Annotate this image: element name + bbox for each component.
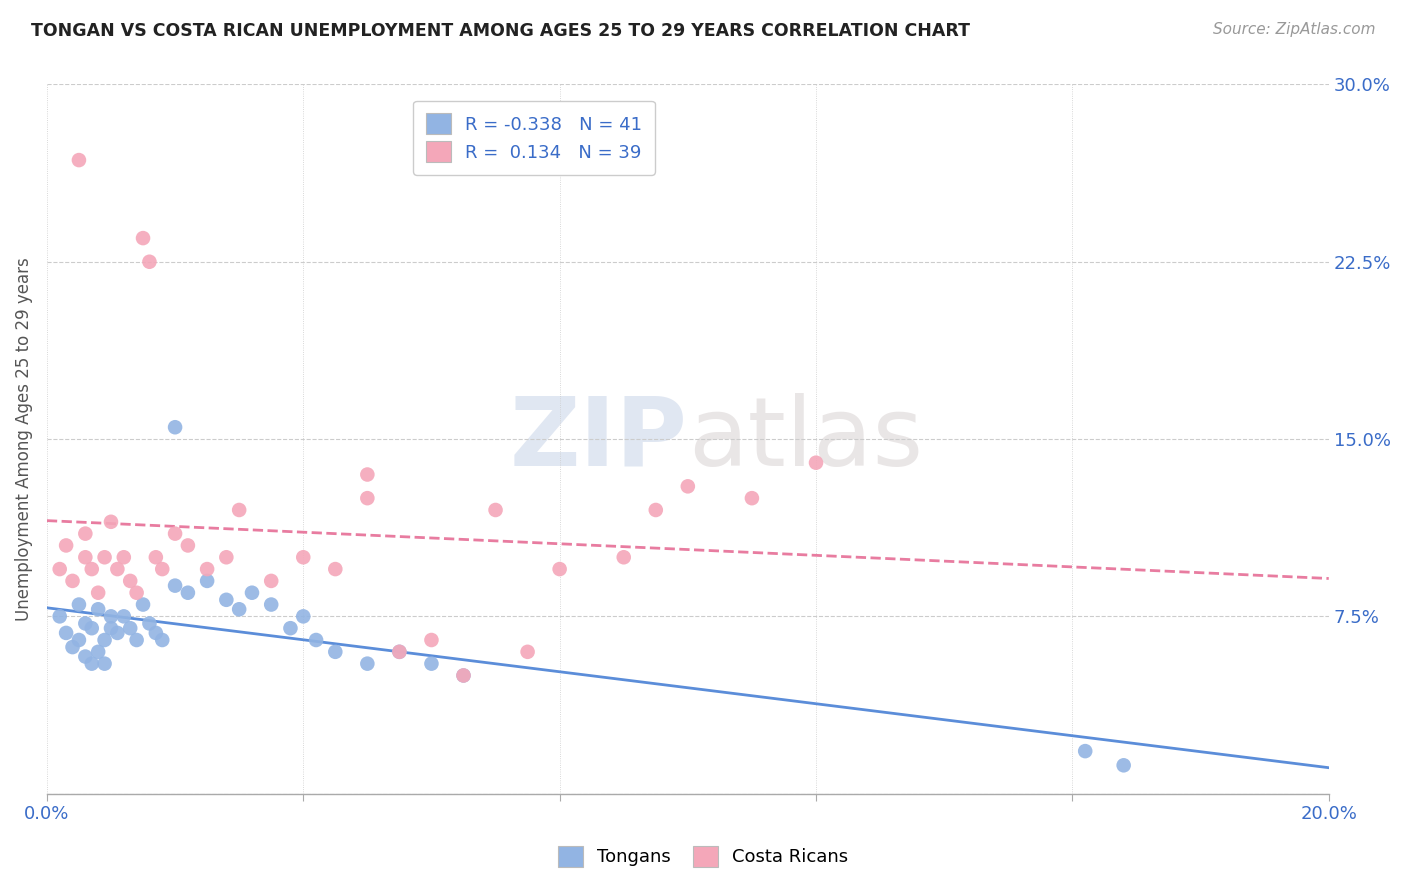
Point	[356, 491, 378, 505]
Point	[87, 645, 110, 659]
Point	[150, 562, 173, 576]
Point	[93, 657, 115, 671]
Point	[100, 621, 122, 635]
Point	[62, 640, 84, 654]
Point	[120, 621, 142, 635]
Point	[228, 503, 250, 517]
Point	[260, 598, 283, 612]
Point	[80, 657, 103, 671]
Point	[48, 609, 70, 624]
Point	[613, 550, 636, 565]
Point	[195, 574, 218, 588]
Y-axis label: Unemployment Among Ages 25 to 29 years: Unemployment Among Ages 25 to 29 years	[15, 257, 32, 621]
Point	[292, 609, 315, 624]
Point	[484, 503, 506, 517]
Point	[240, 585, 263, 599]
Point	[75, 649, 97, 664]
Point	[644, 503, 666, 517]
Point	[548, 562, 571, 576]
Point	[105, 626, 128, 640]
Point	[741, 491, 763, 505]
Point	[112, 609, 135, 624]
Point	[215, 550, 238, 565]
Point	[388, 645, 411, 659]
Point	[80, 621, 103, 635]
Text: Source: ZipAtlas.com: Source: ZipAtlas.com	[1212, 22, 1375, 37]
Point	[62, 574, 84, 588]
Point	[75, 550, 97, 565]
Point	[138, 616, 160, 631]
Point	[87, 585, 110, 599]
Point	[177, 538, 200, 552]
Point	[228, 602, 250, 616]
Point	[388, 645, 411, 659]
Text: TONGAN VS COSTA RICAN UNEMPLOYMENT AMONG AGES 25 TO 29 YEARS CORRELATION CHART: TONGAN VS COSTA RICAN UNEMPLOYMENT AMONG…	[31, 22, 970, 40]
Point	[55, 538, 77, 552]
Point	[804, 456, 827, 470]
Point	[138, 254, 160, 268]
Point	[93, 632, 115, 647]
Point	[195, 562, 218, 576]
Point	[150, 632, 173, 647]
Point	[165, 579, 187, 593]
Point	[453, 668, 475, 682]
Point	[292, 550, 315, 565]
Point	[165, 420, 187, 434]
Point	[305, 632, 328, 647]
Point	[80, 562, 103, 576]
Point	[516, 645, 538, 659]
Point	[323, 645, 346, 659]
Point	[145, 550, 167, 565]
Point	[75, 526, 97, 541]
Point	[676, 479, 699, 493]
Point	[132, 598, 155, 612]
Point	[453, 668, 475, 682]
Point	[177, 585, 200, 599]
Point	[125, 632, 148, 647]
Point	[75, 616, 97, 631]
Legend: Tongans, Costa Ricans: Tongans, Costa Ricans	[550, 838, 856, 874]
Point	[93, 550, 115, 565]
Point	[1074, 744, 1097, 758]
Point	[356, 657, 378, 671]
Point	[100, 515, 122, 529]
Point	[55, 626, 77, 640]
Point	[215, 592, 238, 607]
Point	[323, 562, 346, 576]
Point	[280, 621, 302, 635]
Point	[132, 231, 155, 245]
Point	[1112, 758, 1135, 772]
Point	[356, 467, 378, 482]
Text: ZIP: ZIP	[510, 392, 688, 485]
Point	[165, 526, 187, 541]
Point	[145, 626, 167, 640]
Text: atlas: atlas	[688, 392, 922, 485]
Legend: R = -0.338   N = 41, R =  0.134   N = 39: R = -0.338 N = 41, R = 0.134 N = 39	[413, 101, 655, 175]
Point	[260, 574, 283, 588]
Point	[67, 632, 90, 647]
Point	[120, 574, 142, 588]
Point	[420, 657, 443, 671]
Point	[67, 598, 90, 612]
Point	[67, 153, 90, 167]
Point	[112, 550, 135, 565]
Point	[100, 609, 122, 624]
Point	[87, 602, 110, 616]
Point	[125, 585, 148, 599]
Point	[105, 562, 128, 576]
Point	[420, 632, 443, 647]
Point	[48, 562, 70, 576]
